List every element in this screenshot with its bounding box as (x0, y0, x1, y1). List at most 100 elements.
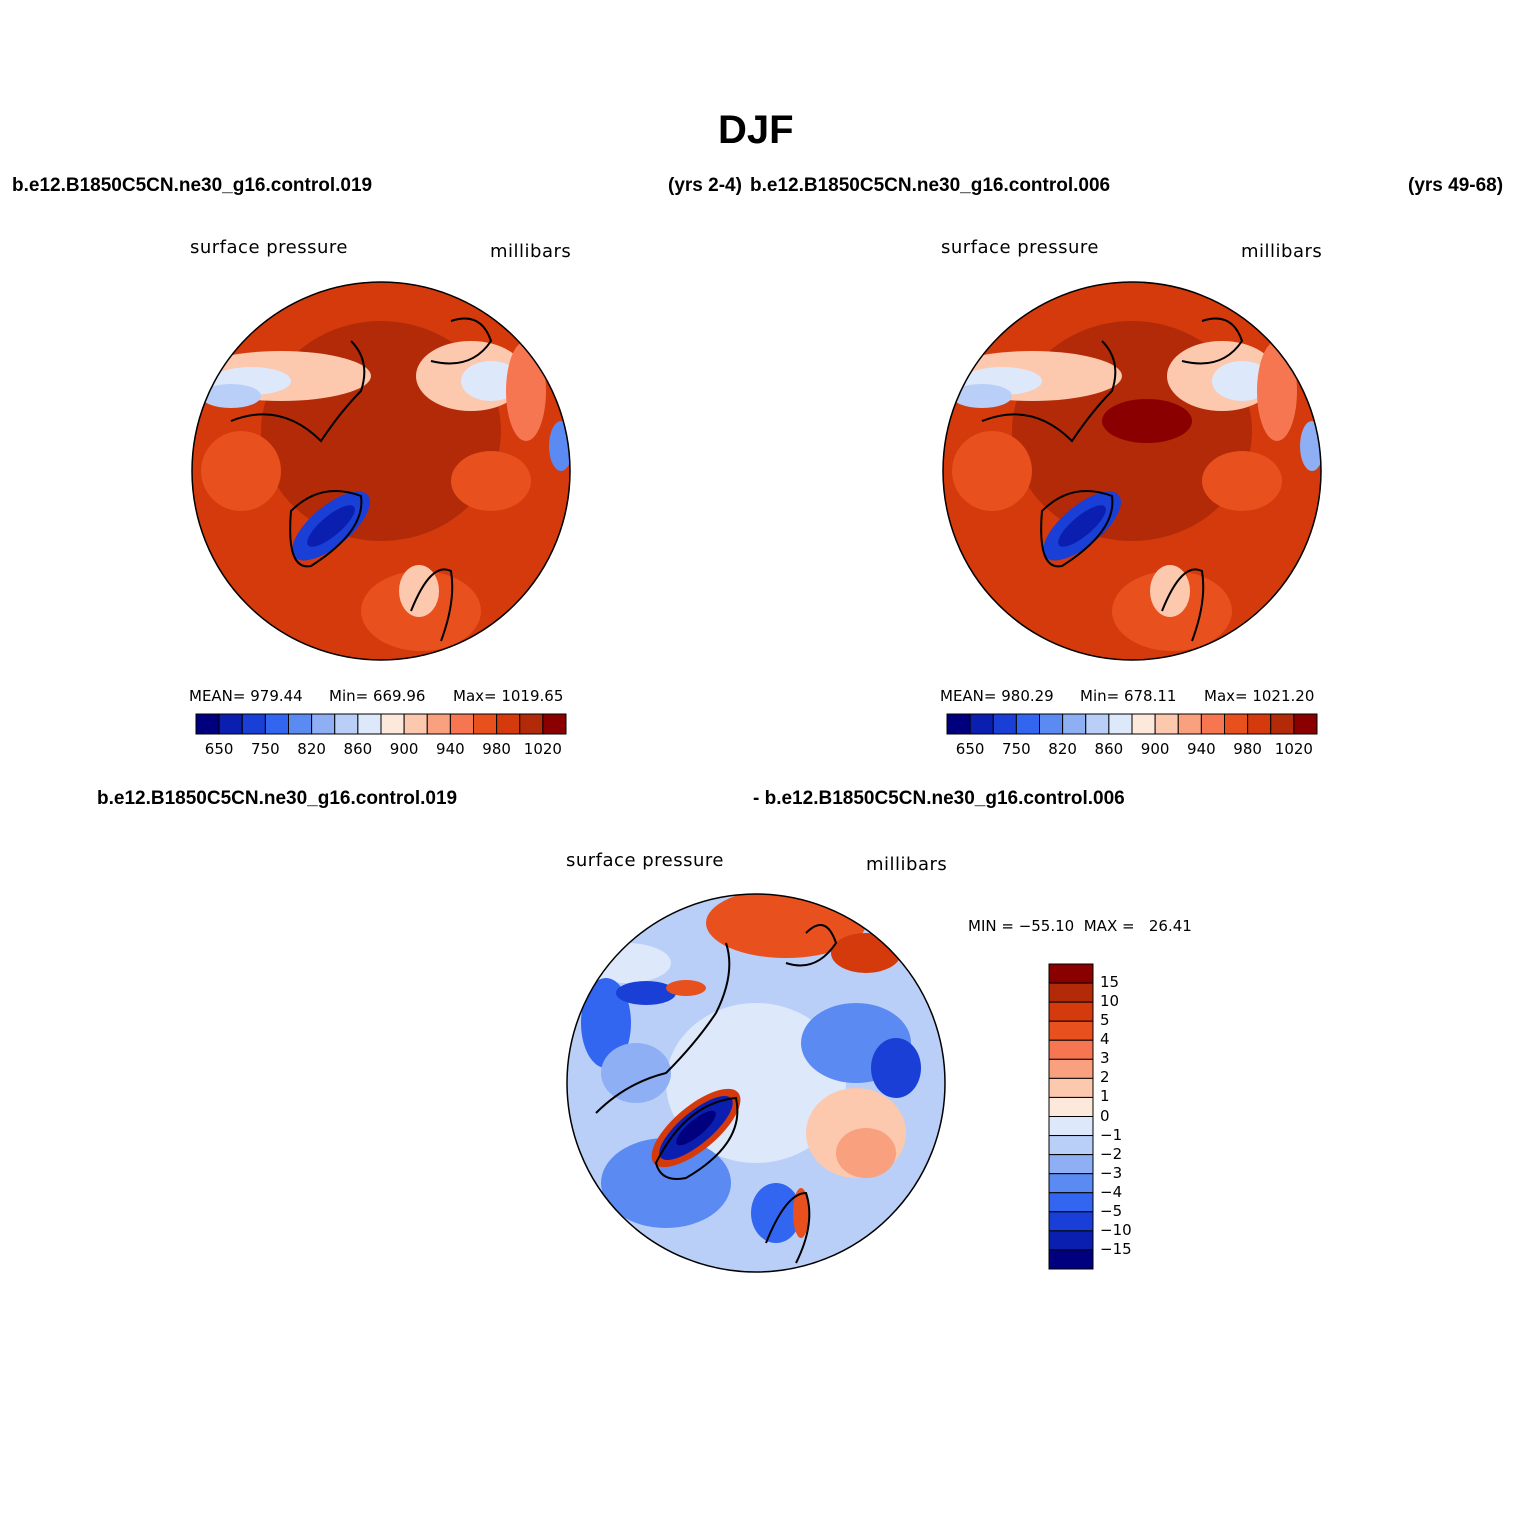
panel1-colorbar-swatch (218, 713, 243, 735)
diff-colorbar-swatch (1048, 1135, 1094, 1156)
panel1-colorbar-swatch (264, 713, 289, 735)
panel2-colorbar-swatch (1154, 713, 1179, 735)
panel2-colorbar-tick-label: 900 (1140, 740, 1170, 758)
panel1-colorbar-swatch (473, 713, 498, 735)
panel1-colorbar-tick-label: 900 (389, 740, 419, 758)
diff-colorbar-swatch (1048, 963, 1094, 984)
panel2-colorbar-swatch (1177, 713, 1202, 735)
diff-case-b: - b.e12.B1850C5CN.ne30_g16.control.006 (753, 788, 1125, 809)
diff-colorbar-tick-label: 15 (1100, 973, 1120, 992)
panel1-colorbar-swatch (357, 713, 382, 735)
panel2-colorbar-swatch (946, 713, 971, 735)
panel1-colorbar-swatch (241, 713, 266, 735)
panel1-units-label: millibars (490, 241, 572, 262)
panel2-colorbar-swatch (1085, 713, 1110, 735)
diff-colorbar-swatch (1048, 1154, 1094, 1175)
panel2-colorbar-tick-label: 940 (1187, 740, 1216, 758)
panel1-case-name: b.e12.B1850C5CN.ne30_g16.control.019 (12, 175, 373, 196)
panel1-colorbar-tick-label: 750 (251, 740, 280, 758)
panel2-colorbar-swatch (1039, 713, 1064, 735)
diff-colorbar-swatch (1048, 1116, 1094, 1137)
panel2-colorbar-swatch (1108, 713, 1133, 735)
panel2-max: Max= 1021.20 (1204, 687, 1315, 705)
diff-colorbar-tick-label: −10 (1100, 1220, 1132, 1239)
diff-colorbar (1048, 963, 1094, 1270)
panel2-colorbar (946, 713, 1318, 735)
diff-colorbar-tick-label: 1 (1100, 1087, 1110, 1106)
panel2-units-label: millibars (1241, 241, 1323, 262)
diff-colorbar-tick-label: 10 (1100, 992, 1120, 1011)
diff-colorbar-tick-label: −5 (1100, 1201, 1123, 1220)
panel2-colorbar-swatch (1131, 713, 1156, 735)
diff-colorbar-tick-label: −4 (1100, 1182, 1123, 1201)
diff-colorbar-tick-label: −3 (1100, 1163, 1123, 1182)
panel2-colorbar-swatch (1293, 713, 1318, 735)
panel1-colorbar-swatch (288, 713, 313, 735)
diff-colorbar-swatch (1048, 1020, 1094, 1041)
panel1-colorbar-swatch (426, 713, 451, 735)
panel1-colorbar-swatch (334, 713, 359, 735)
panel2-colorbar-tick-label: 650 (955, 740, 985, 758)
panel1-max: Max= 1019.65 (453, 687, 564, 705)
panel1-colorbar-swatch (449, 713, 474, 735)
panel2-polar-map (942, 281, 1322, 661)
panel2-colorbar-swatch (1247, 713, 1272, 735)
panel1-colorbar-swatch (403, 713, 428, 735)
panel1-colorbar-swatch (380, 713, 405, 735)
panel1-colorbar (195, 713, 567, 735)
panel1-colorbar-tick-label: 940 (436, 740, 465, 758)
panel2-min: Min= 678.11 (1080, 687, 1177, 705)
diff-colorbar-swatch (1048, 1001, 1094, 1022)
diff-colorbar-tick-label: −15 (1100, 1239, 1132, 1258)
diff-colorbar-swatch (1048, 982, 1094, 1003)
diff-units-label: millibars (866, 854, 948, 875)
panel1-years: (yrs 2-4) (668, 175, 742, 196)
panel2-colorbar-tick-label: 820 (1048, 740, 1077, 758)
panel1-colorbar-tick-label: 1020 (523, 740, 562, 758)
panel2-colorbar-tick-label: 860 (1094, 740, 1124, 758)
diff-colorbar-swatch (1048, 1039, 1094, 1060)
diff-colorbar-tick-label: 2 (1100, 1068, 1110, 1087)
panel1-colorbar-tick-label: 860 (343, 740, 373, 758)
panel2-case-name: b.e12.B1850C5CN.ne30_g16.control.006 (750, 175, 1111, 196)
diff-colorbar-swatch (1048, 1077, 1094, 1098)
panel1-polar-map (191, 281, 571, 661)
diff-colorbar-swatch (1048, 1096, 1094, 1117)
panel2-colorbar-swatch (992, 713, 1017, 735)
panel1-colorbar-swatch (496, 713, 521, 735)
panel1-colorbar-swatch (542, 713, 567, 735)
panel2-variable-label: surface pressure (941, 237, 1099, 258)
diff-colorbar-tick-label: 0 (1100, 1106, 1110, 1125)
panel1-colorbar-tick-label: 820 (297, 740, 326, 758)
panel2-colorbar-swatch (1270, 713, 1295, 735)
panel1-colorbar-swatch (195, 713, 220, 735)
panel1-colorbar-tick-label: 980 (482, 740, 511, 758)
diff-colorbar-swatch (1048, 1211, 1094, 1232)
diff-colorbar-swatch (1048, 1173, 1094, 1194)
panel1-min: Min= 669.96 (329, 687, 426, 705)
panel2-colorbar-swatch (969, 713, 994, 735)
diff-case-a: b.e12.B1850C5CN.ne30_g16.control.019 (97, 788, 458, 809)
panel1-colorbar-swatch (311, 713, 336, 735)
diff-colorbar-tick-label: 3 (1100, 1049, 1110, 1068)
panel2-colorbar-swatch (1200, 713, 1225, 735)
diff-colorbar-swatch (1048, 1192, 1094, 1213)
diff-colorbar-tick-label: 4 (1100, 1030, 1110, 1049)
panel2-colorbar-tick-label: 1020 (1274, 740, 1313, 758)
diff-polar-map (566, 893, 946, 1273)
panel2-colorbar-tick-label: 750 (1002, 740, 1031, 758)
diff-colorbar-tick-label: −2 (1100, 1144, 1123, 1163)
panel1-mean: MEAN= 979.44 (189, 687, 303, 705)
panel2-colorbar-swatch (1224, 713, 1249, 735)
panel1-colorbar-swatch (519, 713, 544, 735)
panel2-mean: MEAN= 980.29 (940, 687, 1054, 705)
diff-colorbar-swatch (1048, 1249, 1094, 1270)
diff-colorbar-tick-label: −1 (1100, 1125, 1123, 1144)
diff-colorbar-tick-label: 5 (1100, 1011, 1110, 1030)
diff-minmax: MIN = −55.10 MAX = 26.41 (968, 917, 1192, 935)
diff-colorbar-swatch (1048, 1058, 1094, 1079)
diff-colorbar-swatch (1048, 1230, 1094, 1251)
panel2-colorbar-swatch (1062, 713, 1087, 735)
panel2-colorbar-tick-label: 980 (1233, 740, 1262, 758)
diff-variable-label: surface pressure (566, 850, 724, 871)
